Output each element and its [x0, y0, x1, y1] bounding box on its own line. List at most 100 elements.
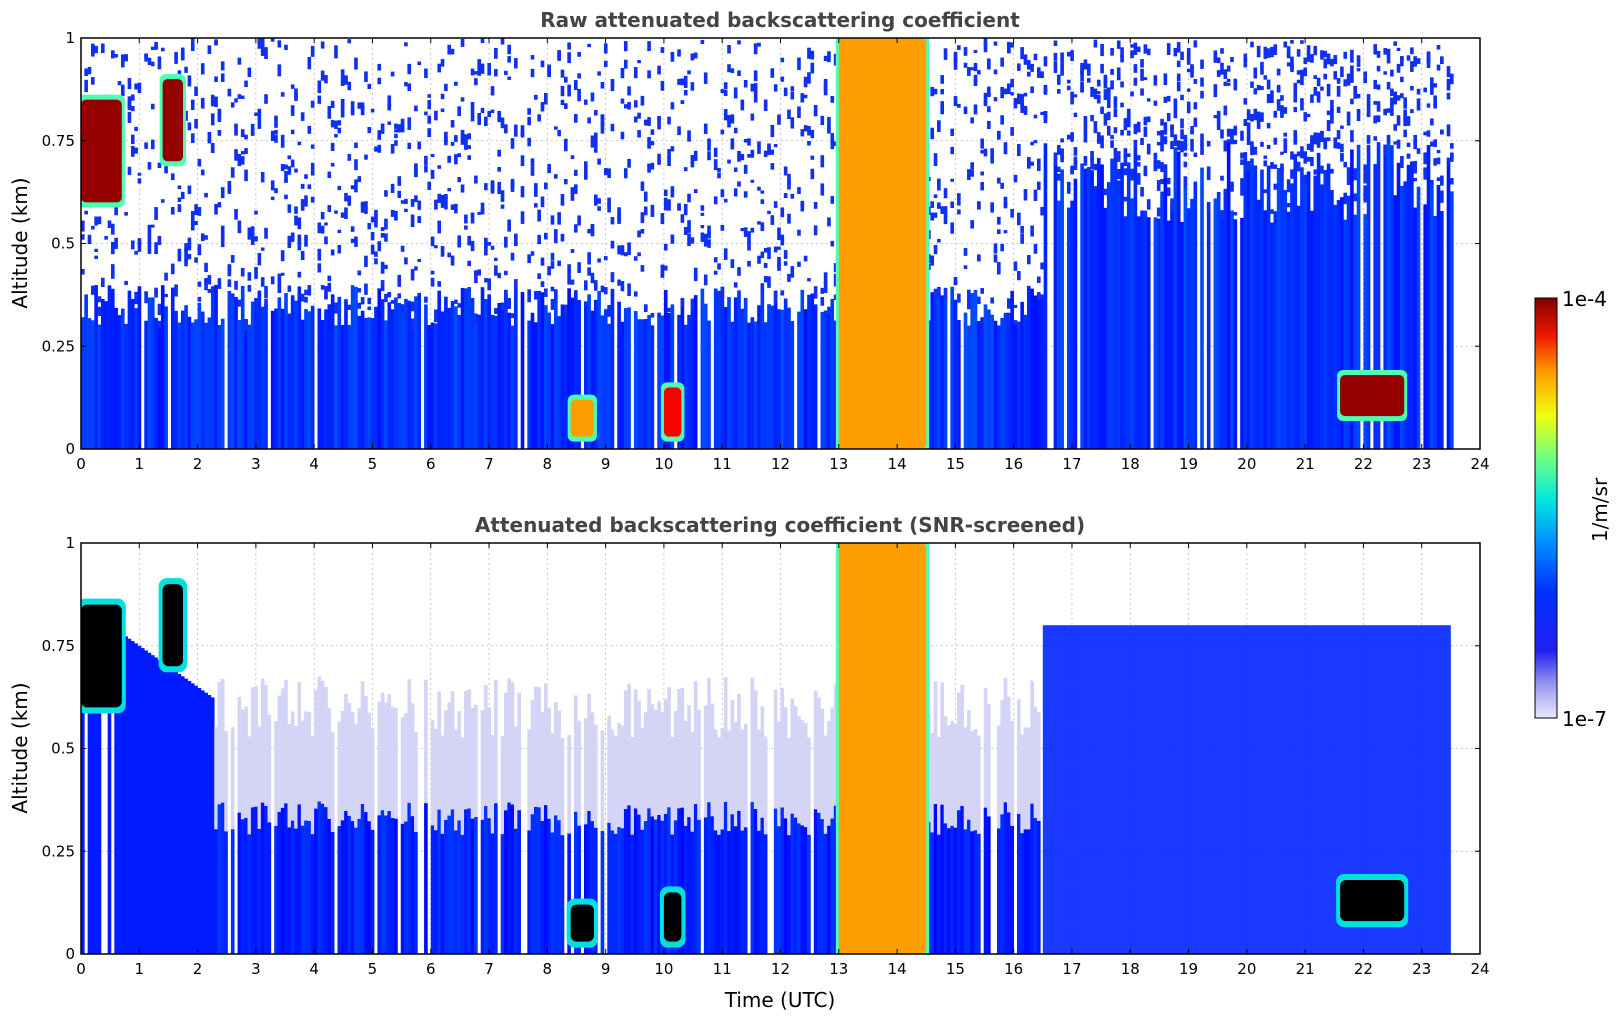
noise-speck: [633, 256, 638, 261]
noise-speck: [667, 149, 671, 159]
signal-column: [1390, 145, 1394, 449]
noise-speck: [157, 320, 162, 329]
noise-speck: [1306, 113, 1311, 118]
noise-speck: [1156, 180, 1161, 191]
noise-speck: [174, 52, 178, 64]
noise-speck: [1333, 204, 1338, 211]
signal-column: [1336, 200, 1341, 449]
noise-speck: [130, 145, 135, 157]
noise-speck: [330, 120, 335, 128]
noise-speck: [623, 252, 628, 257]
noise-speck: [720, 286, 725, 299]
noise-speck: [1400, 55, 1404, 61]
noise-speck: [1030, 161, 1034, 166]
noise-speck: [344, 75, 348, 85]
signal-column: [344, 301, 348, 449]
noise-speck: [164, 272, 168, 281]
noise-speck: [597, 258, 601, 263]
noise-speck: [983, 41, 988, 53]
signal-column: [167, 666, 172, 954]
signal-column-faint: [467, 689, 472, 809]
noise-speck: [943, 48, 948, 60]
signal-column: [1036, 294, 1041, 449]
noise-speck: [660, 213, 665, 225]
noise-speck: [1416, 148, 1421, 154]
signal-column: [454, 306, 458, 449]
signal-column: [407, 802, 412, 954]
signal-column: [484, 806, 488, 954]
noise-speck: [454, 154, 458, 165]
noise-speck: [820, 115, 825, 126]
noise-speck: [1306, 143, 1311, 151]
signal-column: [933, 804, 938, 954]
noise-speck: [1336, 130, 1341, 140]
noise-speck: [833, 294, 838, 301]
noise-speck: [1170, 204, 1174, 214]
noise-speck: [1426, 103, 1431, 108]
noise-speck: [197, 281, 202, 287]
y-tick-label: 0.5: [51, 235, 75, 253]
noise-speck: [264, 298, 268, 309]
signal-column: [487, 294, 492, 449]
noise-speck: [1246, 109, 1251, 121]
noise-speck: [1346, 167, 1351, 174]
noise-speck: [1273, 137, 1278, 145]
noise-speck: [294, 88, 298, 99]
noise-speck: [1450, 178, 1454, 185]
noise-speck: [963, 247, 968, 256]
signal-column: [1363, 214, 1368, 449]
noise-speck: [1366, 135, 1371, 144]
noise-speck: [1240, 159, 1244, 165]
noise-speck: [1253, 146, 1258, 155]
signal-column: [1007, 323, 1011, 449]
signal-column: [307, 311, 312, 449]
panel-screened-xlabel: Time (UTC): [724, 988, 836, 1012]
noise-speck: [1020, 225, 1024, 234]
noise-speck: [214, 76, 218, 82]
signal-column-faint: [404, 713, 408, 822]
signal-column: [1260, 174, 1264, 449]
noise-speck: [337, 120, 342, 126]
noise-speck: [677, 78, 681, 85]
noise-speck: [950, 178, 955, 182]
noise-speck: [1007, 83, 1011, 95]
noise-speck: [1350, 65, 1354, 77]
noise-speck: [1316, 91, 1321, 97]
noise-speck: [474, 175, 478, 184]
noise-speck: [1166, 187, 1171, 197]
noise-speck: [294, 168, 298, 173]
noise-speck: [807, 141, 811, 146]
signal-column-faint: [277, 695, 282, 812]
noise-speck: [1186, 68, 1191, 73]
noise-speck: [1300, 98, 1304, 111]
noise-speck: [773, 144, 778, 148]
noise-speck: [803, 255, 808, 262]
noise-speck: [637, 252, 641, 257]
signal-column: [240, 819, 245, 954]
noise-speck: [1403, 109, 1408, 119]
noise-speck: [1293, 106, 1298, 113]
noise-speck: [234, 280, 238, 290]
noise-speck: [90, 77, 95, 85]
noise-speck: [430, 154, 435, 158]
noise-speck: [937, 178, 941, 191]
noise-speck: [327, 205, 332, 213]
noise-speck: [760, 251, 765, 259]
noise-speck: [1090, 86, 1094, 97]
signal-column: [1446, 161, 1451, 449]
signal-column: [623, 809, 628, 954]
noise-speck: [1263, 160, 1268, 167]
noise-speck: [953, 280, 958, 286]
noise-speck: [407, 83, 412, 92]
noise-speck: [1033, 189, 1038, 201]
noise-speck: [1356, 93, 1361, 99]
noise-speck: [1223, 140, 1228, 148]
signal-column: [1333, 206, 1338, 449]
noise-speck: [384, 233, 388, 242]
noise-speck: [547, 164, 551, 174]
noise-speck: [254, 210, 258, 215]
noise-speck: [1016, 63, 1021, 71]
signal-column: [277, 811, 282, 954]
noise-speck: [287, 204, 292, 213]
signal-column: [474, 316, 478, 449]
